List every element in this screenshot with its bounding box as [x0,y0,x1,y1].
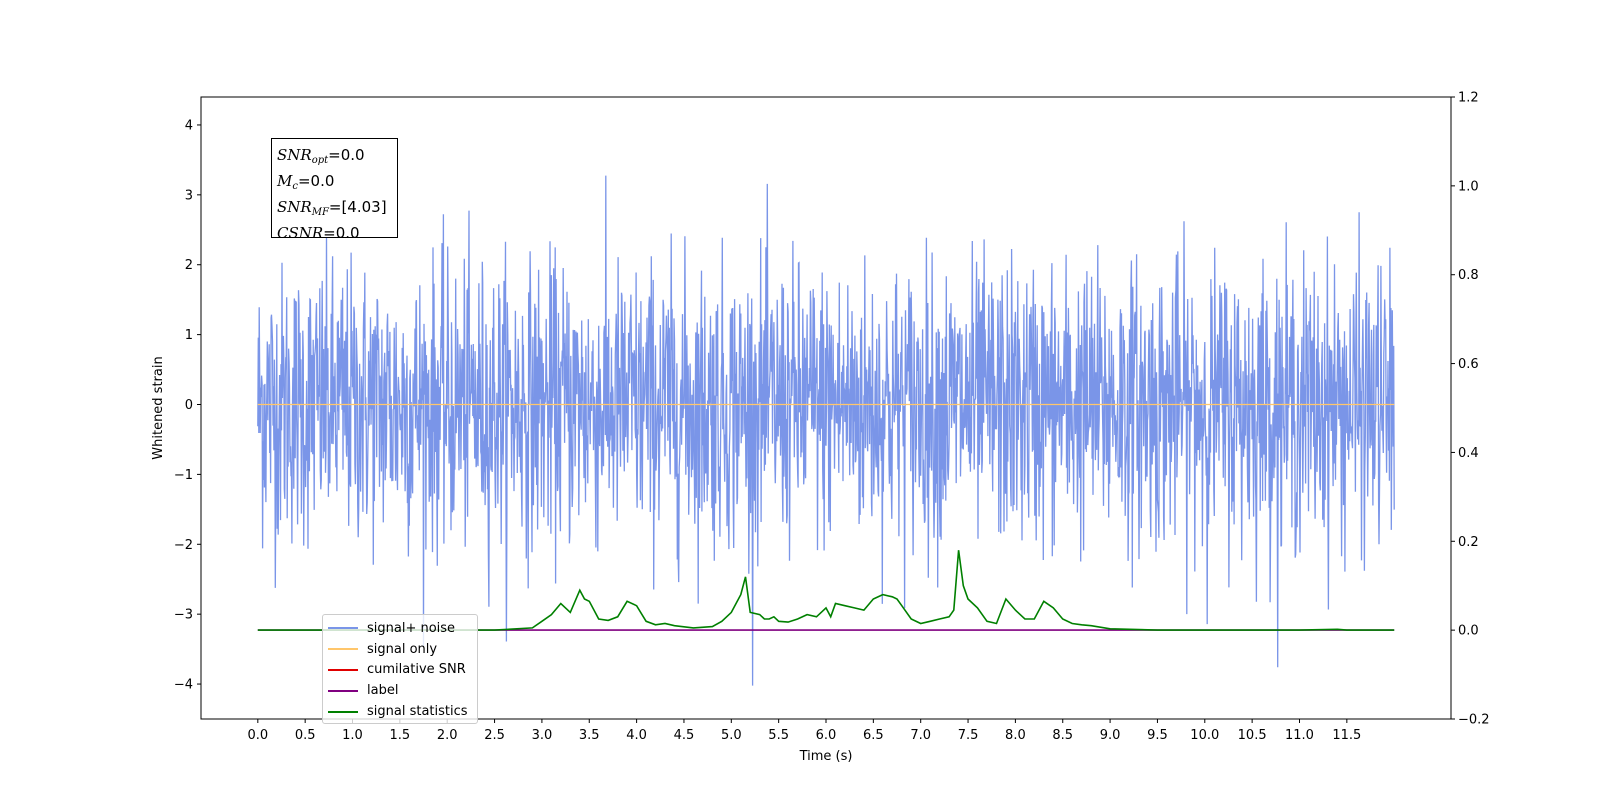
y-axis-right: 1.2 1.0 0.8 0.6 0.4 0.2 0.0 −0.2 [1451,91,1490,728]
legend-item-signal-only: signal only [328,639,477,660]
y-tick-label: −4 [174,678,193,693]
y2-tick-label: 0.6 [1458,357,1479,372]
y-axis-left: 4 3 2 1 0 −1 −2 −3 −4 [174,118,201,693]
y-tick-label: 2 [185,258,193,273]
legend-swatch [328,668,358,671]
x-tick-label: 11.0 [1285,728,1314,743]
x-tick-label: 10.0 [1190,728,1219,743]
y-tick-label: 1 [185,328,193,343]
legend-swatch [328,648,358,651]
legend-swatch [328,710,358,713]
x-tick-label: 2.0 [437,728,458,743]
legend-swatch [328,689,358,692]
y2-tick-label: 1.2 [1458,91,1479,106]
x-tick-label: 7.5 [958,728,979,743]
series-signal-noise [257,175,1395,686]
x-tick-label: 7.0 [910,728,931,743]
legend: signal+ noise signal only cumilative SNR… [322,614,478,724]
x-tick-label: 3.5 [579,728,600,743]
info-box: SNRopt=0.0 Mc=0.0 SNRMF=[4.03] CSNR=0.0 [271,138,398,242]
legend-item-signal-noise: signal+ noise [328,618,477,639]
plot-area [257,175,1395,686]
y-tick-label: 3 [185,188,193,203]
x-tick-label: 6.5 [863,728,884,743]
x-tick-label: 10.5 [1238,728,1267,743]
legend-item-signal-statistics: signal statistics [328,701,477,722]
x-tick-label: 5.0 [721,728,742,743]
x-tick-label: 8.5 [1052,728,1073,743]
info-chirp-mass: Mc=0.0 [277,172,335,192]
y-tick-label: −3 [174,608,193,623]
x-tick-label: 0.0 [247,728,268,743]
legend-label: signal only [367,641,438,657]
x-tick-label: 0.5 [295,728,316,743]
y-axis-label: Whitened strain [151,356,166,459]
x-axis: 0.0 0.5 1.0 1.5 2.0 2.5 3.0 3.5 4.0 4.5 5.0 5.5 6.0 6… [247,719,1361,743]
x-tick-label: 8.0 [1005,728,1026,743]
legend-label: signal statistics [367,704,468,720]
x-tick-label: 2.5 [484,728,505,743]
y-tick-label: 4 [185,118,193,133]
x-tick-label: 6.0 [816,728,837,743]
legend-label: cumilative SNR [367,662,466,678]
x-tick-label: 5.5 [768,728,789,743]
y-tick-label: −2 [174,538,193,553]
y2-tick-label: 0.4 [1458,446,1479,461]
x-tick-label: 4.5 [674,728,695,743]
series-signal-statistics [257,550,1395,631]
legend-label: signal+ noise [367,620,456,636]
y2-tick-label: 0.0 [1458,624,1479,639]
x-tick-label: 9.0 [1100,728,1121,743]
x-tick-label: 11.5 [1332,728,1361,743]
legend-item-cumulative-snr: cumilative SNR [328,660,477,681]
y2-tick-label: −0.2 [1458,713,1490,728]
x-tick-label: 4.0 [626,728,647,743]
legend-label: label [367,683,399,699]
x-tick-label: 9.5 [1147,728,1168,743]
legend-item-label: label [328,680,477,701]
x-axis-label: Time (s) [799,749,853,764]
legend-swatch [328,627,358,630]
y2-tick-label: 0.8 [1458,268,1479,283]
x-tick-label: 1.5 [390,728,411,743]
y2-tick-label: 0.2 [1458,535,1479,550]
y2-tick-label: 1.0 [1458,179,1479,194]
x-tick-label: 3.0 [532,728,553,743]
x-tick-label: 1.0 [342,728,363,743]
y-tick-label: 0 [185,398,193,413]
y-tick-label: −1 [174,468,193,483]
info-snr-mf: SNRMF=[4.03] [277,198,387,218]
info-snr-opt: SNRopt=0.0 [277,146,365,166]
info-csnr: CSNR=0.0 [277,224,360,242]
